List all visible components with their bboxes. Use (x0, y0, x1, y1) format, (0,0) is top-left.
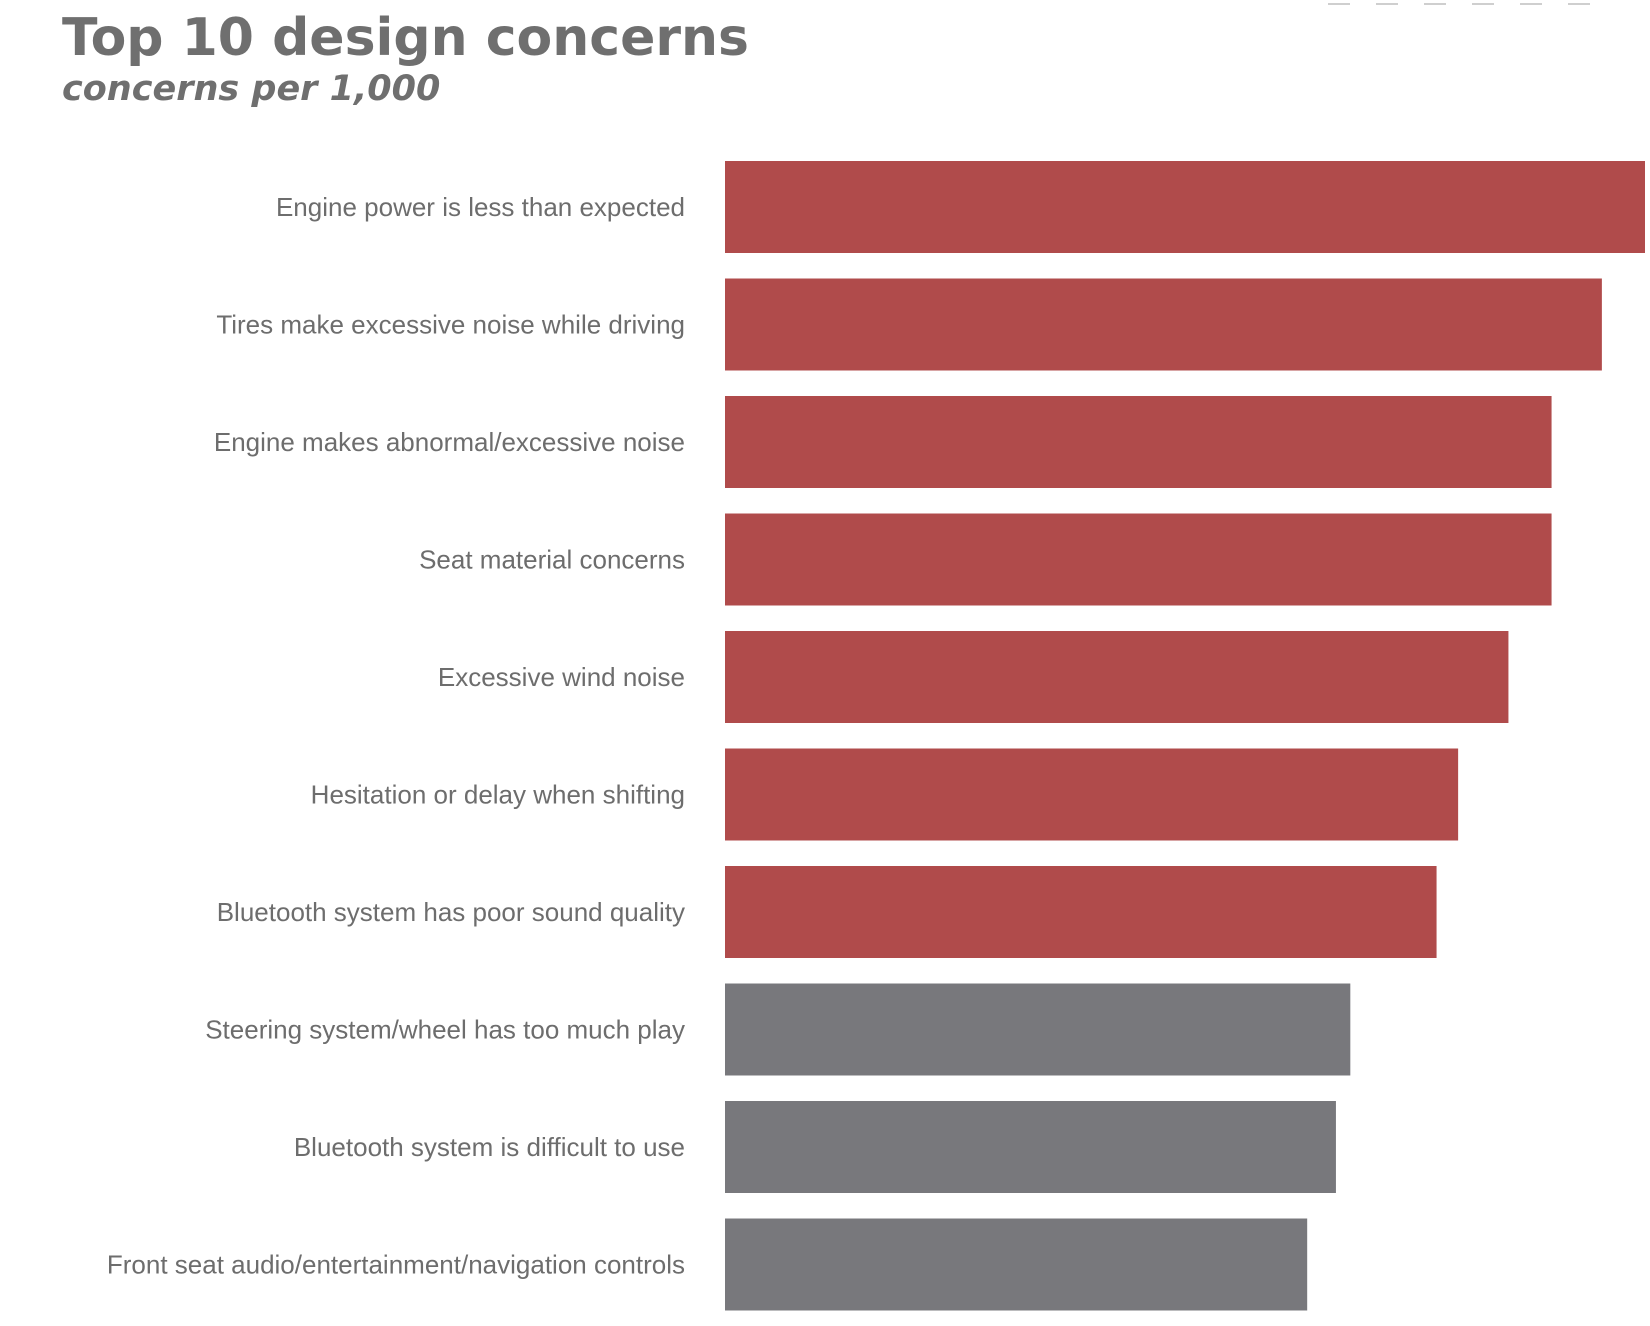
category-label: Steering system/wheel has too much play (205, 1015, 685, 1045)
bar (725, 866, 1437, 958)
category-label: Engine makes abnormal/excessive noise (214, 427, 685, 457)
category-label: Bluetooth system has poor sound quality (217, 897, 685, 927)
category-label: Front seat audio/entertainment/navigatio… (107, 1250, 685, 1280)
chart-toolbar (1328, 0, 1590, 8)
chart-subtitle: concerns per 1,000 (62, 69, 441, 109)
bar (725, 631, 1509, 723)
category-label: Tires make excessive noise while driving (216, 310, 685, 340)
category-label: Hesitation or delay when shifting (311, 780, 685, 810)
category-label: Engine power is less than expected (276, 192, 685, 222)
chart-title: Top 10 design concerns (62, 8, 749, 68)
category-label: Seat material concerns (419, 545, 685, 575)
category-label: Bluetooth system is difficult to use (294, 1132, 685, 1162)
bar (725, 161, 1645, 253)
download-icon[interactable] (1328, 0, 1350, 5)
bar (725, 396, 1552, 488)
bar (725, 1218, 1308, 1311)
bar-chart-icon[interactable] (1472, 0, 1494, 5)
autoscale-icon[interactable] (1520, 0, 1542, 5)
bar (725, 983, 1351, 1076)
bar (725, 1101, 1336, 1193)
reset-axes-icon[interactable] (1568, 0, 1590, 5)
category-label: Excessive wind noise (438, 662, 685, 692)
bar (725, 278, 1602, 371)
pan-icon[interactable] (1424, 0, 1446, 5)
bar (725, 513, 1552, 606)
zoom-icon[interactable] (1376, 0, 1398, 5)
bar (725, 748, 1459, 841)
